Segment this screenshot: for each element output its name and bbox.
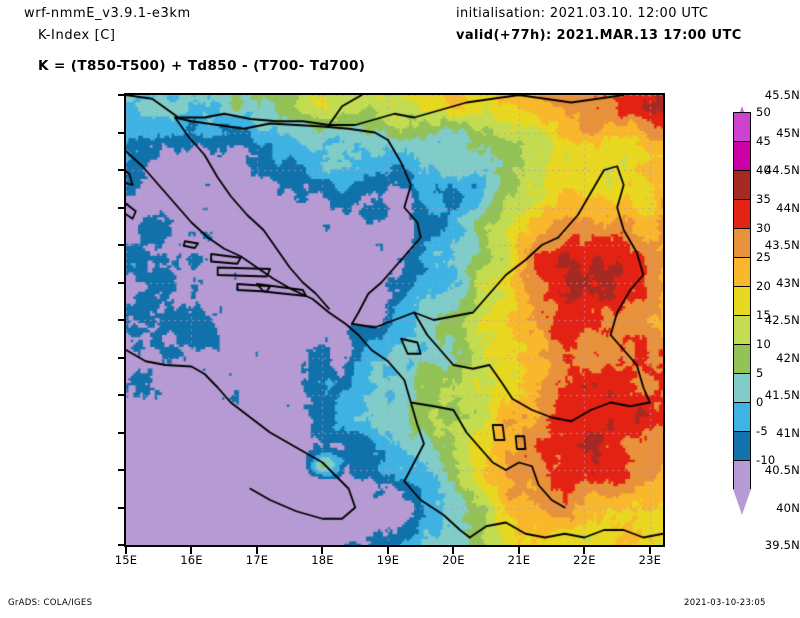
map-plot-area bbox=[124, 93, 665, 547]
y-tick-mark bbox=[118, 244, 125, 246]
x-tick-mark bbox=[517, 547, 520, 554]
colorbar-band bbox=[733, 228, 751, 257]
y-tick-mark bbox=[118, 281, 125, 284]
colorbar-band bbox=[733, 170, 751, 199]
y-tick-mark bbox=[118, 394, 125, 396]
y-tick-label: 45.5N bbox=[764, 88, 800, 102]
x-tick-label: 23E bbox=[638, 553, 662, 567]
x-tick-label: 18E bbox=[311, 553, 334, 567]
y-tick-label: 40.5N bbox=[764, 463, 800, 477]
formula-label: K = (T850-T500) + Td850 - (T700- Td700) bbox=[38, 58, 366, 74]
x-tick-label: 16E bbox=[180, 553, 203, 567]
colorbar-tick-label: 0 bbox=[756, 395, 764, 409]
colorbar-tick-label: 45 bbox=[756, 134, 772, 148]
x-tick-mark bbox=[386, 547, 389, 554]
colorbar-overflow-low-arrow bbox=[733, 489, 751, 515]
valid-time-label: valid(+77h): 2021.MAR.13 17:00 UTC bbox=[456, 28, 742, 43]
y-tick-mark bbox=[118, 356, 125, 359]
y-tick-mark bbox=[118, 506, 125, 509]
x-tick-label: 22E bbox=[573, 553, 596, 567]
colorbar-band bbox=[733, 402, 751, 431]
colorbar-band bbox=[733, 315, 751, 344]
colorbar-tick-label: 50 bbox=[756, 105, 772, 119]
y-tick-label: 40N bbox=[776, 500, 800, 515]
colorbar-band bbox=[733, 257, 751, 286]
x-tick-label: 17E bbox=[245, 553, 269, 567]
y-tick-label: 45N bbox=[776, 125, 800, 140]
x-tick-label: 20E bbox=[442, 553, 465, 567]
colorbar-tick-label: -5 bbox=[756, 424, 768, 438]
colorbar bbox=[733, 112, 751, 489]
colorbar-tick-label: 30 bbox=[756, 221, 772, 235]
colorbar-tick-label: 25 bbox=[756, 250, 772, 264]
colorbar-tick-label: 35 bbox=[756, 192, 772, 206]
x-tick-mark bbox=[452, 547, 455, 554]
y-tick-label: 39.5N bbox=[764, 538, 800, 552]
k-index-heatmap-canvas bbox=[126, 95, 663, 545]
y-tick-mark bbox=[118, 94, 125, 96]
x-tick-mark bbox=[255, 547, 258, 554]
y-tick-label: 41.5N bbox=[764, 388, 800, 402]
colorbar-band bbox=[733, 199, 751, 228]
model-name-label: wrf-nmmE_v3.9.1-e3km bbox=[24, 6, 191, 21]
x-tick-mark bbox=[321, 547, 324, 554]
colorbar-tick-label: 10 bbox=[756, 337, 772, 351]
generation-timestamp-label: 2021-03-10-23:05 bbox=[684, 598, 766, 608]
x-tick-mark bbox=[190, 547, 193, 554]
y-tick-mark bbox=[118, 169, 125, 171]
y-tick-label: 41N bbox=[776, 425, 800, 440]
colorbar-band bbox=[733, 286, 751, 315]
colorbar-band bbox=[733, 344, 751, 373]
y-tick-mark bbox=[118, 131, 125, 134]
y-tick-mark bbox=[118, 206, 125, 209]
colorbar-band bbox=[733, 431, 751, 460]
colorbar-band bbox=[733, 112, 751, 141]
y-tick-mark bbox=[118, 431, 125, 434]
y-tick-mark bbox=[118, 544, 125, 546]
x-tick-mark bbox=[648, 547, 651, 554]
colorbar-band bbox=[733, 141, 751, 170]
y-tick-label: 42N bbox=[776, 350, 800, 365]
colorbar-tick-label: 20 bbox=[756, 279, 772, 293]
field-name-label: K-Index [C] bbox=[38, 28, 116, 43]
initialisation-time-label: initialisation: 2021.03.10. 12:00 UTC bbox=[456, 6, 709, 21]
colorbar-tick-label: -10 bbox=[756, 453, 776, 467]
colorbar-band bbox=[733, 460, 751, 489]
colorbar-tick-label: 40 bbox=[756, 163, 772, 177]
colorbar-tick-label: 15 bbox=[756, 308, 772, 322]
x-tick-mark bbox=[125, 547, 127, 554]
x-tick-mark bbox=[583, 547, 586, 554]
y-tick-mark bbox=[118, 469, 125, 471]
y-tick-label: 42.5N bbox=[764, 313, 800, 327]
x-tick-label: 21E bbox=[507, 553, 531, 567]
grads-credit-label: GrADS: COLA/IGES bbox=[8, 598, 93, 608]
x-tick-label: 19E bbox=[376, 553, 400, 567]
y-tick-label: 44N bbox=[776, 200, 800, 215]
colorbar-band bbox=[733, 373, 751, 402]
x-tick-label: 15E bbox=[114, 553, 138, 567]
colorbar-tick-label: 5 bbox=[756, 366, 764, 380]
y-tick-label: 44.5N bbox=[764, 163, 800, 177]
y-tick-label: 43.5N bbox=[764, 238, 800, 252]
y-tick-mark bbox=[118, 319, 125, 321]
y-tick-label: 43N bbox=[776, 275, 800, 290]
